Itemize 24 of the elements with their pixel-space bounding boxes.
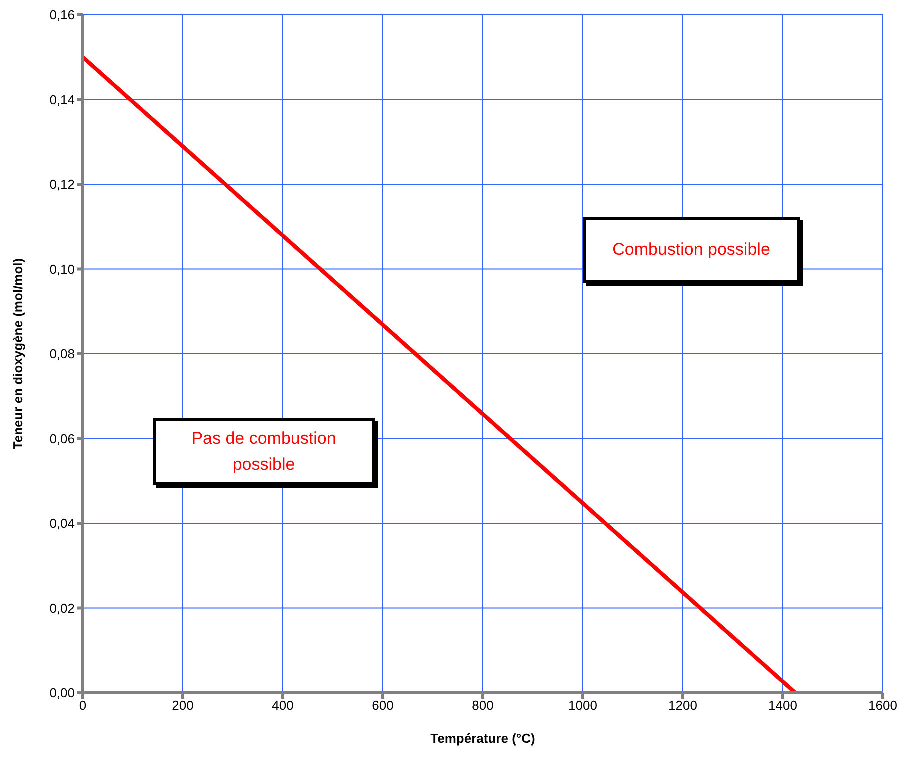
x-axis-title: Température (°C) xyxy=(430,731,536,746)
y-tick-label: 0,06 xyxy=(50,431,75,446)
x-tick-label: 600 xyxy=(372,698,394,714)
y-tick-label: 0,10 xyxy=(50,262,75,277)
x-tick-label: 400 xyxy=(272,698,294,714)
x-tick-label: 1200 xyxy=(668,698,698,714)
x-tick-label: 1600 xyxy=(868,698,898,714)
y-tick-label: 0,14 xyxy=(50,92,75,108)
text-box: Pas de combustion possible xyxy=(153,418,375,485)
y-tick-label: 0,00 xyxy=(50,686,75,701)
y-tick-label: 0,04 xyxy=(50,516,75,532)
y-tick-label: 0,08 xyxy=(50,346,75,362)
x-tick-label: 800 xyxy=(472,698,494,714)
y-tick-label: 0,12 xyxy=(50,177,75,192)
y-axis-title: Teneur en dioxygène (mol/mol) xyxy=(10,258,26,450)
annotation: Combustion possible xyxy=(612,239,770,261)
text-box: Combustion possible xyxy=(583,217,800,283)
x-tick-label: 1400 xyxy=(768,698,798,714)
y-tick-label: 0,02 xyxy=(50,600,75,616)
x-tick-label: 200 xyxy=(172,698,194,714)
annotation: Pas de combustion possible xyxy=(190,428,338,476)
x-tick-label: 1000 xyxy=(568,698,598,714)
y-tick-label: 0,16 xyxy=(50,8,75,23)
x-tick-label: 0 xyxy=(79,698,87,714)
